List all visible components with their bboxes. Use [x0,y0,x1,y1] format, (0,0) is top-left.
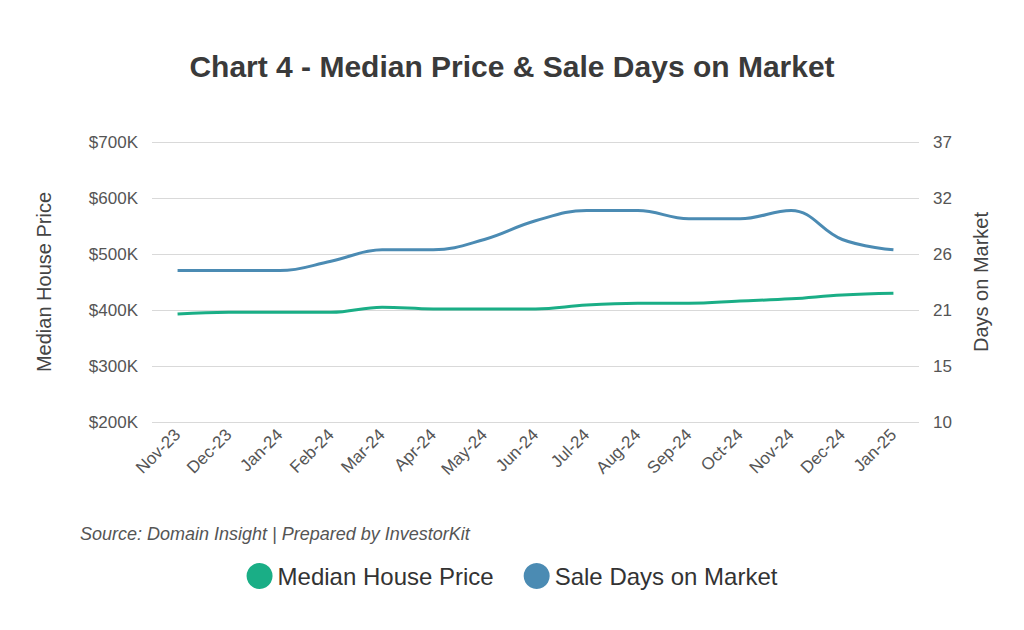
svg-text:Median House Price: Median House Price [33,192,55,372]
svg-text:Oct-24: Oct-24 [697,425,746,474]
svg-text:Chart 4 - Median Price & Sale: Chart 4 - Median Price & Sale Days on Ma… [189,50,834,83]
svg-text:15: 15 [933,357,952,376]
svg-text:Jun-24: Jun-24 [492,425,542,475]
svg-text:$200K: $200K [89,413,139,432]
svg-text:Mar-24: Mar-24 [337,425,388,476]
svg-text:10: 10 [933,413,952,432]
svg-text:Sale Days on Market: Sale Days on Market [555,563,778,590]
svg-text:Feb-24: Feb-24 [286,425,337,476]
svg-text:$600K: $600K [89,189,139,208]
svg-text:Aug-24: Aug-24 [592,425,644,477]
svg-text:Jan-24: Jan-24 [236,425,286,475]
svg-text:$300K: $300K [89,357,139,376]
svg-text:37: 37 [933,133,952,152]
svg-text:Jan-25: Jan-25 [850,425,900,475]
svg-text:Source: Domain Insight | Prepa: Source: Domain Insight | Prepared by Inv… [80,524,471,544]
svg-text:Nov-24: Nov-24 [746,425,798,477]
svg-text:32: 32 [933,189,952,208]
svg-text:May-24: May-24 [438,425,491,478]
svg-text:$400K: $400K [89,301,139,320]
svg-text:21: 21 [933,301,952,320]
svg-text:Dec-24: Dec-24 [797,425,849,477]
svg-text:26: 26 [933,245,952,264]
svg-text:Median House Price: Median House Price [278,563,494,590]
svg-text:$500K: $500K [89,245,139,264]
svg-text:Sep-24: Sep-24 [643,425,695,477]
svg-text:Days on Market: Days on Market [970,212,992,352]
svg-text:Nov-23: Nov-23 [132,425,184,477]
svg-text:Jul-24: Jul-24 [547,425,593,471]
svg-text:Apr-24: Apr-24 [390,425,439,474]
svg-text:Dec-23: Dec-23 [183,425,235,477]
svg-text:$700K: $700K [89,133,139,152]
